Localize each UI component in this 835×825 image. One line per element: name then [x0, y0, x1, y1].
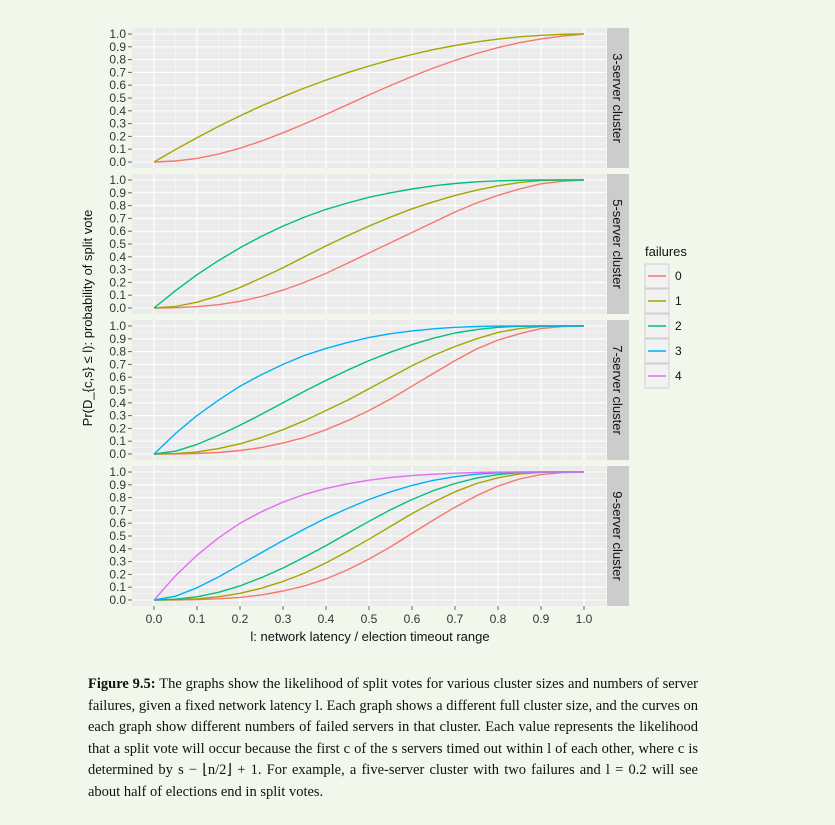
y-axis-title: Pr(D_{c,s} ≤ l): probability of split vo… [80, 210, 95, 427]
figure-caption: Figure 9.5: The graphs show the likeliho… [88, 674, 698, 803]
panel-strip-label: 7-server cluster [610, 345, 625, 435]
legend: failures 0 1 2 3 4 [644, 244, 687, 389]
x-tick-label: 0.3 [275, 612, 292, 626]
y-tick-label: 0.9 [109, 478, 126, 492]
legend-label: 1 [675, 294, 682, 308]
y-tick-label: 0.8 [109, 345, 126, 359]
y-tick-label: 0.1 [109, 580, 126, 594]
x-tick-label: 0.0 [146, 612, 163, 626]
y-tick-label: 0.2 [109, 129, 126, 143]
legend-label: 4 [675, 369, 682, 383]
panel-3: 0.00.10.20.30.40.50.60.70.80.91.0 7-serve… [109, 319, 629, 461]
y-tick-label: 0.1 [109, 142, 126, 156]
x-tick-label: 0.7 [447, 612, 464, 626]
x-axis: 0.0 0.1 0.2 0.3 0.4 0.5 0.6 0.7 0.8 0.9 1.0 [146, 606, 593, 626]
legend-label: 3 [675, 344, 682, 358]
panel-4: 0.00.10.20.30.40.50.60.70.80.91.0 9-serve… [109, 465, 629, 607]
y-tick-label: 0.1 [109, 288, 126, 302]
legend-item-1: 1 [644, 288, 682, 314]
y-tick-label: 0.6 [109, 516, 126, 530]
y-tick-label: 0.9 [109, 186, 126, 200]
y-tick-label: 0.0 [109, 593, 126, 607]
y-tick-label: 0.8 [109, 199, 126, 213]
y-tick-label: 0.9 [109, 332, 126, 346]
legend-item-2: 2 [644, 313, 682, 339]
panel-strip-label: 5-server cluster [610, 199, 625, 289]
split-vote-chart: 0.00.10.20.30.40.50.60.70.80.91.03-serve… [80, 27, 687, 644]
series-line-failures-1 [153, 33, 585, 163]
x-tick-label: 0.6 [404, 612, 421, 626]
panel-strip [607, 466, 629, 606]
y-tick-label: 0.0 [109, 301, 126, 315]
y-tick-label: 1.0 [109, 173, 126, 187]
panel-strip-label: 3-server cluster [610, 53, 625, 143]
y-tick-label: 0.6 [109, 78, 126, 92]
legend-label: 0 [675, 269, 682, 283]
y-tick-label: 0.2 [109, 567, 126, 581]
legend-item-0: 0 [644, 263, 682, 289]
y-tick-label: 0.5 [109, 383, 126, 397]
y-tick-label: 0.3 [109, 409, 126, 423]
y-tick-label: 0.3 [109, 263, 126, 277]
series-line-failures-1 [153, 179, 584, 309]
x-tick-label: 0.9 [533, 612, 550, 626]
panel-strip [607, 28, 629, 168]
x-axis-title: l: network latency / election timeout ra… [250, 629, 489, 644]
legend-item-4: 4 [644, 363, 682, 389]
x-tick-label: 0.4 [318, 612, 335, 626]
y-tick-label: 1.0 [109, 465, 126, 479]
legend-item-3: 3 [644, 338, 682, 364]
y-tick-label: 0.7 [109, 357, 126, 371]
series-line-failures-1 [153, 325, 584, 455]
y-tick-label: 0.4 [109, 250, 126, 264]
panel-1: 0.00.10.20.30.40.50.60.70.80.91.0 3-serve… [109, 27, 629, 169]
series-line-failures-0 [153, 33, 585, 163]
y-tick-label: 0.4 [109, 396, 126, 410]
panel-strip [607, 320, 629, 460]
y-tick-label: 0.1 [109, 434, 126, 448]
y-tick-label: 0.2 [109, 421, 126, 435]
caption-text: The graphs show the likelihood of split … [88, 676, 699, 800]
y-tick-label: 1.0 [109, 27, 126, 41]
series-line-failures-2 [153, 179, 584, 309]
series-line-failures-3 [153, 325, 584, 455]
legend-title: failures [645, 244, 687, 259]
y-tick-label: 0.4 [109, 104, 126, 118]
series-line-failures-0 [153, 179, 585, 309]
y-tick-label: 0.8 [109, 53, 126, 67]
series-line-failures-1 [153, 471, 584, 601]
y-tick-label: 0.5 [109, 529, 126, 543]
y-tick-label: 0.8 [109, 491, 126, 505]
x-tick-label: 0.5 [361, 612, 378, 626]
panels-layer: 0.00.10.20.30.40.50.60.70.80.91.03-serve… [109, 27, 629, 607]
y-tick-label: 0.5 [109, 91, 126, 105]
y-tick-label: 0.5 [109, 237, 126, 251]
y-tick-label: 0.3 [109, 117, 126, 131]
y-tick-label: 0.4 [109, 542, 126, 556]
x-tick-label: 0.1 [189, 612, 206, 626]
caption-label: Figure 9.5: [88, 676, 156, 692]
y-tick-label: 0.7 [109, 503, 126, 517]
y-tick-label: 0.0 [109, 155, 126, 169]
x-tick-label: 1.0 [576, 612, 593, 626]
y-tick-label: 0.3 [109, 555, 126, 569]
legend-label: 2 [675, 319, 682, 333]
y-tick-label: 0.9 [109, 40, 126, 54]
series-line-failures-4 [153, 471, 584, 601]
y-tick-label: 0.6 [109, 370, 126, 384]
panel-strip [607, 174, 629, 314]
panel-strip-label: 9-server cluster [610, 491, 625, 581]
y-tick-label: 0.7 [109, 211, 126, 225]
y-tick-label: 0.0 [109, 447, 126, 461]
panel-2: 0.00.10.20.30.40.50.60.70.80.91.0 5-serve… [109, 173, 629, 315]
x-tick-label: 0.8 [490, 612, 507, 626]
x-tick-label: 0.2 [232, 612, 249, 626]
series-line-failures-0 [153, 325, 585, 455]
y-tick-label: 1.0 [109, 319, 126, 333]
y-tick-label: 0.7 [109, 65, 126, 79]
y-tick-label: 0.2 [109, 275, 126, 289]
series-line-failures-0 [153, 471, 585, 601]
y-tick-label: 0.6 [109, 224, 126, 238]
series-line-failures-2 [153, 471, 584, 601]
